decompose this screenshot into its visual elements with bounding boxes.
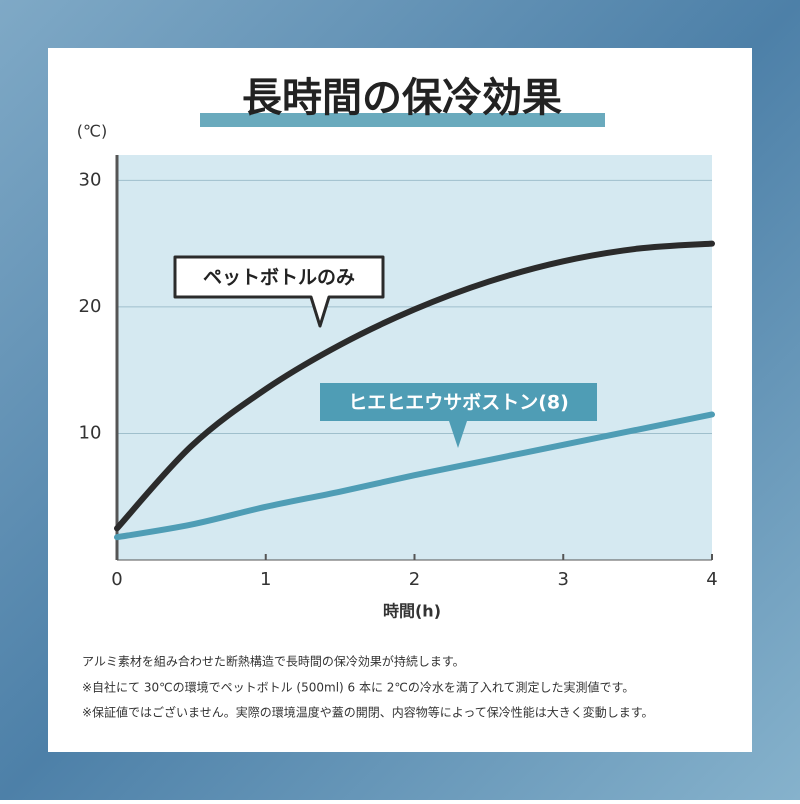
y-tick-label: 20 [79,296,102,317]
x-tick-label: 1 [260,569,271,590]
callout: ヒエヒエウサボストン(8) [320,383,597,448]
callout-box [320,383,597,448]
legend-label: ペットボトルのみ [203,267,355,289]
series-line [114,240,715,532]
note: ※自社にて 30℃の環境でペットボトル (500ml) 6 本に 2℃の冷水を満… [82,680,634,695]
note: ※保証値ではございません。実際の環境温度や蓋の開閉、内容物等によって保冷性能は大… [82,705,654,720]
y-axis-label: (℃) [77,122,107,141]
legend-label: ヒエヒエウサボストン(8) [348,392,569,414]
series-line [114,411,715,541]
x-tick-label: 3 [558,569,569,590]
x-tick-label: 4 [706,569,717,590]
chart-title: 長時間の保冷効果 [242,75,562,121]
y-tick-label: 30 [79,169,102,190]
callout: ペットボトルのみ [173,255,385,328]
note: アルミ素材を組み合わせた断熱構造で長時間の保冷効果が持続します。 [82,654,465,669]
callout-box [173,255,385,328]
plot-area [117,155,712,560]
y-tick-label: 10 [79,422,102,443]
title-underline [200,113,605,127]
x-tick-label: 0 [111,569,122,590]
x-tick-label: 2 [409,569,420,590]
x-axis-label: 時間(h) [383,602,441,621]
